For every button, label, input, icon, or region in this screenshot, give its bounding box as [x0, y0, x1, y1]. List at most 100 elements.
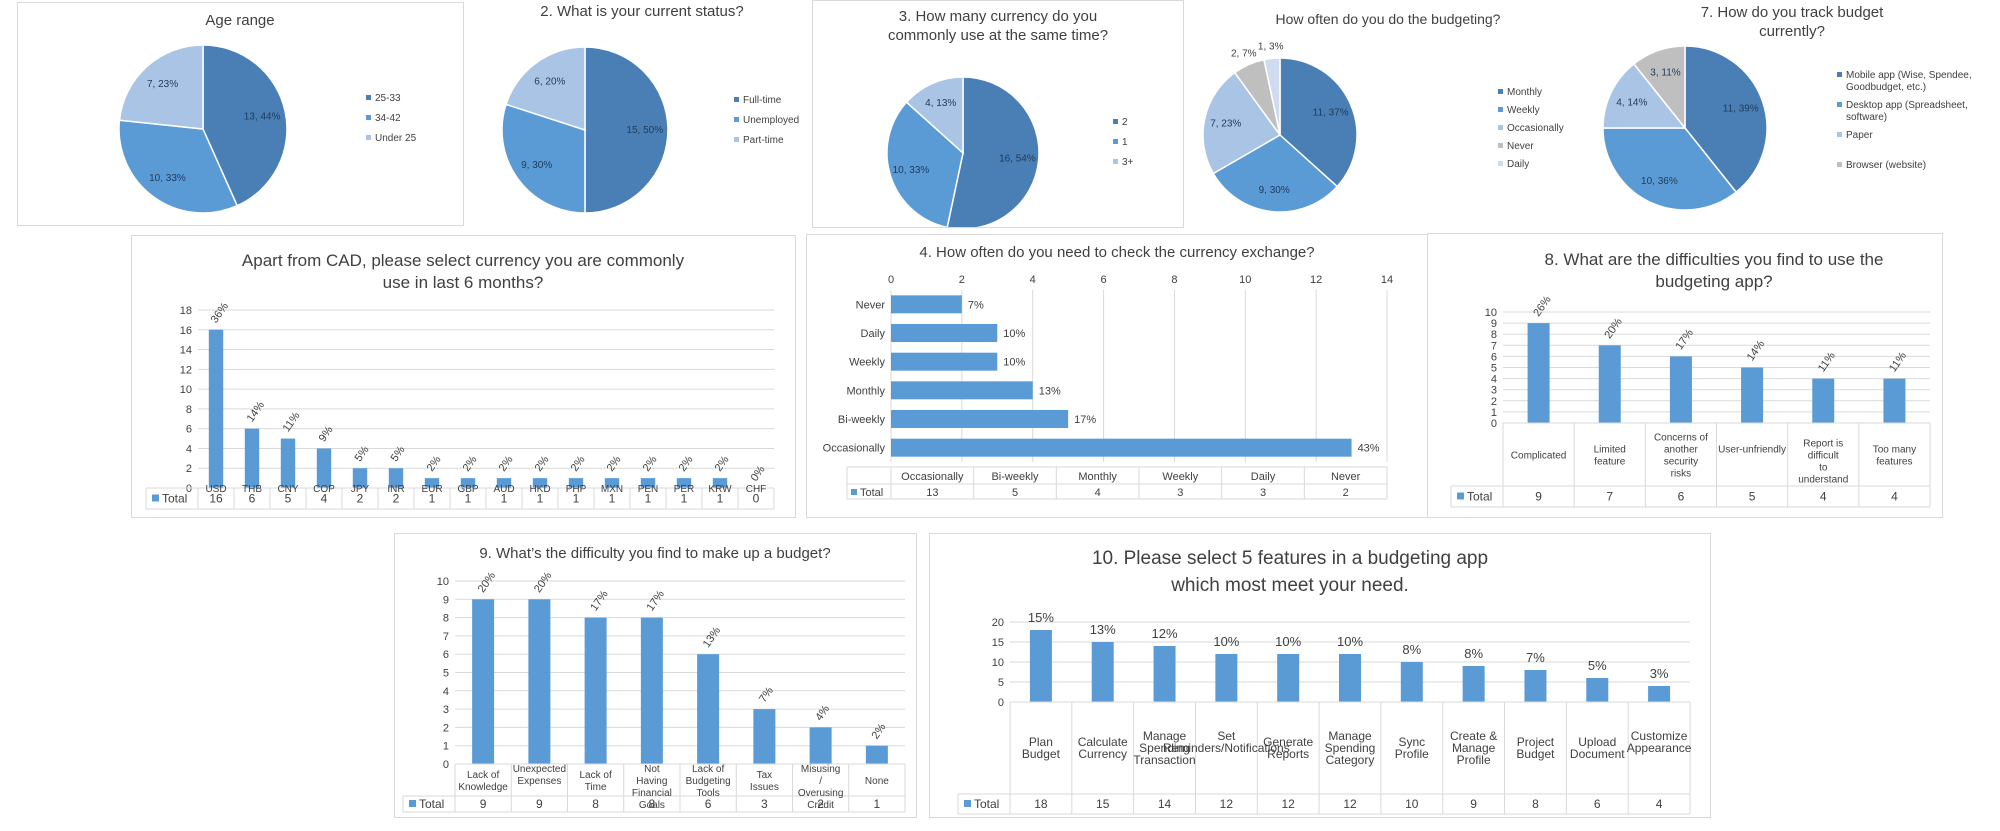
currency-count-pie-chart: 3. How many currency do you commonly use … [886, 8, 1134, 227]
bar [472, 599, 495, 764]
table-value: 1 [645, 492, 652, 506]
bar [1527, 323, 1550, 423]
legend-label: Full-time [743, 95, 782, 106]
category-label: PEN [638, 484, 659, 495]
pie-slice [584, 46, 669, 214]
bar-data-label: 4% [813, 703, 832, 723]
y-tick-label: 2 [443, 722, 449, 734]
chart-title: 10. Please select 5 features in a budget… [1092, 548, 1488, 596]
bar-data-label: 7% [968, 299, 984, 311]
table-category: Weekly [1162, 471, 1198, 483]
pie-slice [501, 103, 586, 214]
bar-data-label: 8% [1402, 642, 1421, 657]
table-value: 2 [393, 492, 400, 506]
category-label: Lack of Time [580, 770, 612, 793]
chart-panel-exchange-check: 4. How often do you need to check the cu… [806, 234, 1428, 518]
category-label: USD [205, 484, 226, 495]
bar-data-label: 26% [1531, 294, 1554, 319]
legend-swatch [1837, 132, 1842, 137]
legend-label: 1 [1122, 137, 1128, 148]
bar-data-label: 17% [645, 588, 668, 613]
y-tick-label: 2 [1491, 396, 1497, 408]
category-label: HKD [529, 484, 550, 495]
slice-data-label: 3, 11% [1650, 67, 1680, 78]
bar-data-label: 5% [1588, 658, 1607, 673]
bar-data-label: 14% [1745, 338, 1768, 363]
table-value: 6 [705, 797, 712, 811]
x-tick-label: 4 [1030, 274, 1036, 286]
bar-data-label: 2% [461, 454, 480, 474]
slice-data-label: 1, 3% [1258, 41, 1284, 52]
y-tick-label: 0 [1491, 418, 1497, 430]
x-tick-label: 2 [959, 274, 965, 286]
legend-swatch [1498, 161, 1503, 166]
bar [640, 617, 663, 764]
y-tick-label: 9 [1491, 318, 1497, 330]
category-label: None [865, 776, 889, 787]
bar [604, 478, 620, 488]
bar-data-label: 20% [532, 570, 555, 595]
category-label: Sync Profile [1395, 735, 1429, 761]
bar [1648, 686, 1671, 702]
pie-slice [1602, 127, 1738, 211]
chart-panel-status: 2. What is your current status? 15, 50% 9,… [470, 0, 810, 226]
legend-label: Monthly [1507, 87, 1542, 98]
bar [584, 617, 607, 764]
bar-data-label: 8% [1464, 646, 1483, 661]
table-value: 12 [1220, 797, 1234, 811]
series-name: Total [162, 492, 187, 506]
table-value: 1 [429, 492, 436, 506]
legend-label: Never [1507, 141, 1534, 152]
category-label: Customize Appearance [1627, 729, 1692, 755]
y-tick-label: 5 [998, 677, 1004, 689]
y-tick-label: 0 [998, 697, 1004, 709]
x-tick-label: 10 [1239, 274, 1251, 286]
category-label: JPY [351, 484, 370, 495]
bar [1091, 642, 1114, 702]
table-value: 12 [1282, 797, 1296, 811]
table-value: 5 [1012, 487, 1018, 499]
pie-slice [946, 76, 1040, 227]
chart-title: 3. How many currency do you commonly use … [888, 8, 1108, 44]
bar-data-label: 17% [588, 588, 611, 613]
y-tick-label: 20 [992, 617, 1004, 629]
slice-data-label: 15, 50% [626, 125, 663, 136]
category-label: Monthly [846, 385, 885, 397]
legend-swatch [1498, 143, 1503, 148]
bar [891, 324, 998, 342]
bar [891, 352, 998, 371]
bar-data-label: 9% [317, 424, 336, 444]
category-label: Plan Budget [1022, 735, 1061, 761]
bar [1812, 378, 1835, 423]
category-label: GBP [457, 484, 478, 495]
legend-label: Under 25 [375, 133, 417, 144]
y-tick-label: 9 [443, 594, 449, 606]
slice-data-label: 9, 30% [1259, 185, 1290, 196]
table-value: 8 [1532, 797, 1539, 811]
y-tick-label: 6 [186, 424, 192, 436]
category-label: Not Having Financial Goals [632, 764, 672, 811]
legend-swatch [366, 135, 371, 140]
bar [891, 438, 1352, 457]
legend-label: Paper [1846, 130, 1873, 141]
x-tick-label: 6 [1101, 274, 1107, 286]
category-label: KRW [708, 484, 732, 495]
category-label: Lack of Budgeting Tools [686, 764, 731, 799]
y-tick-label: 2 [186, 463, 192, 475]
category-label: Occasionally [823, 443, 886, 455]
series-name: Total [974, 797, 999, 811]
bar-data-label: 2% [677, 454, 696, 474]
bar [1400, 662, 1423, 702]
category-label: Lack of Knowledge [458, 770, 508, 793]
legend-label: Desktop app (Spreadsheet, software) [1846, 100, 1968, 123]
category-label: Complicated [1511, 451, 1567, 462]
category-label: Weekly [849, 357, 885, 369]
bar-data-label: 15% [1028, 610, 1054, 625]
table-value: 3 [1260, 487, 1266, 499]
bar [891, 295, 962, 314]
y-tick-label: 6 [1491, 351, 1497, 363]
table-value: 14 [1158, 797, 1172, 811]
y-tick-label: 10 [180, 384, 192, 396]
bar-data-label: 10% [1213, 634, 1239, 649]
legend-label: Unemployed [743, 115, 799, 126]
